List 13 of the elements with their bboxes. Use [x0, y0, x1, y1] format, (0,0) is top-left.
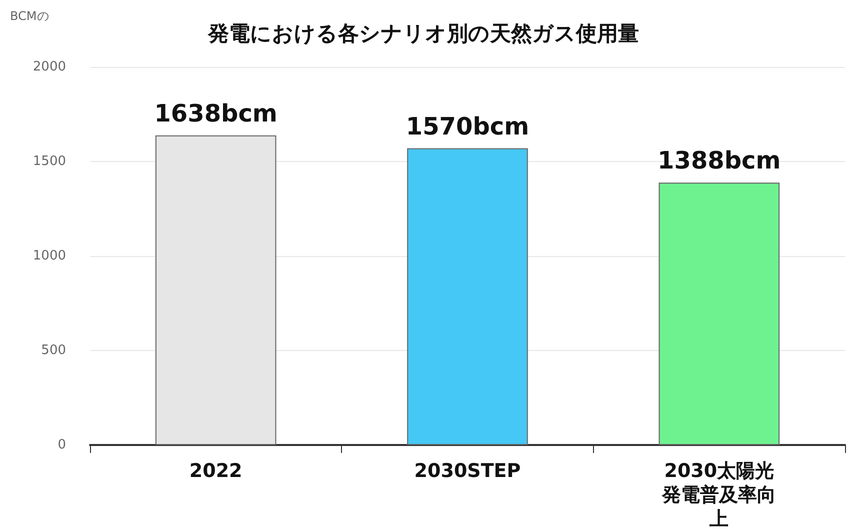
- y-tick-label: 1500: [32, 154, 66, 169]
- x-tick-label: 2022: [189, 460, 242, 482]
- y-tick-label: 0: [58, 438, 66, 452]
- y-tick-label: 1000: [32, 248, 66, 264]
- data-label: 1570bcm: [406, 112, 530, 140]
- y-axis-title: BCMの: [10, 9, 49, 23]
- chart-title: 発電における各シナリオ別の天然ガス使用量: [207, 22, 639, 46]
- y-tick-label: 2000: [32, 60, 66, 74]
- x-tick-label: 2030STEP: [414, 460, 521, 482]
- x-tick-label: 2030太陽光発電普及率向上: [661, 460, 776, 530]
- data-label: 1638bcm: [154, 99, 278, 128]
- data-label: 1388bcm: [658, 146, 781, 175]
- y-tick-label: 500: [41, 343, 66, 358]
